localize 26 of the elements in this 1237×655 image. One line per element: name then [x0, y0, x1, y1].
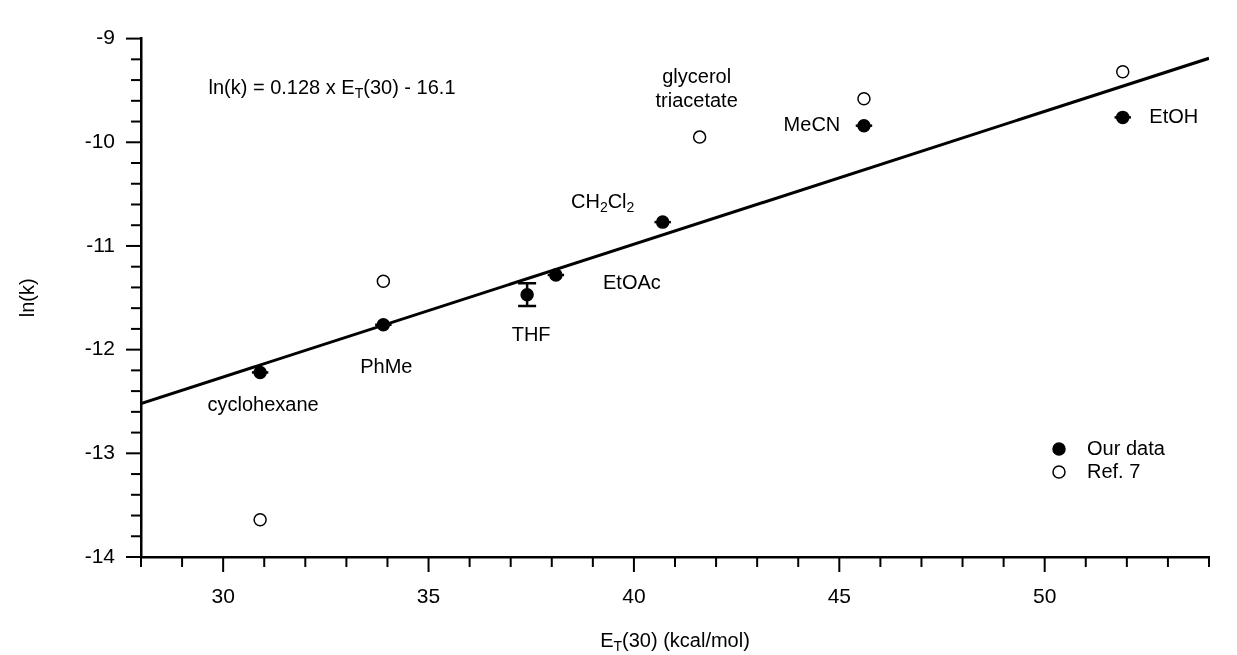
y-tick-label: -13 — [84, 440, 115, 464]
annotation: EtOH — [1149, 104, 1199, 127]
point — [1115, 65, 1130, 79]
y-tick-label: -11 — [86, 232, 115, 256]
legend-label: Ref. 7 — [1087, 459, 1141, 482]
legend-label: Our data — [1087, 436, 1166, 459]
x-tick-label: 45 — [827, 584, 851, 608]
y-tick-label: -10 — [84, 129, 115, 153]
y-tick-label: -12 — [84, 336, 115, 360]
annotation: MeCN — [783, 113, 841, 136]
annotation: THF — [511, 323, 551, 346]
x-tick-label: 30 — [211, 584, 235, 608]
y-axis-title: ln(k) — [15, 278, 38, 318]
x-tick-label: 40 — [622, 584, 646, 608]
annotation: cyclohexane — [207, 392, 319, 415]
point — [253, 512, 267, 527]
point — [376, 274, 391, 288]
annotation: PhMe — [360, 355, 413, 378]
annotation: glycerol triacetate — [655, 64, 738, 111]
point — [857, 91, 871, 106]
y-tick-label: -9 — [96, 25, 115, 49]
annotation: EtOAc — [602, 270, 661, 293]
point — [692, 130, 707, 144]
x-tick-label: 35 — [416, 584, 441, 608]
x-tick-label: 50 — [1033, 584, 1057, 608]
y-tick-label: -14 — [84, 543, 116, 567]
